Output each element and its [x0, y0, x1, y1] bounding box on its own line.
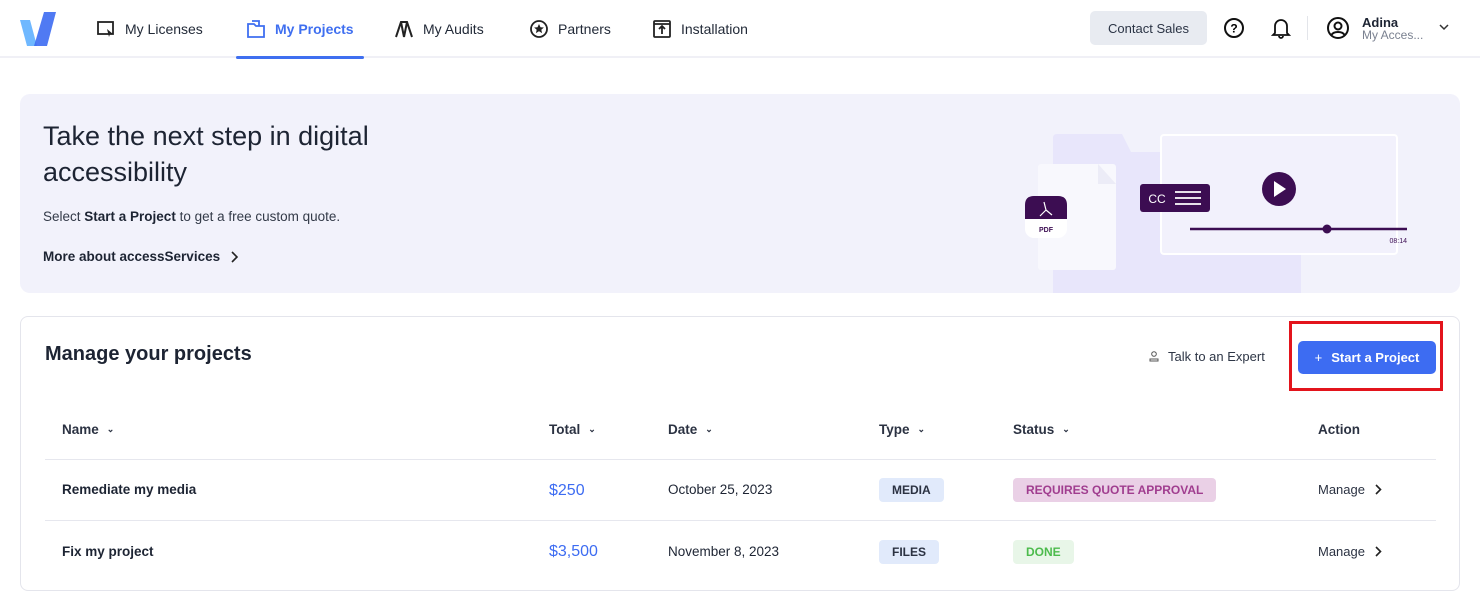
plus-icon: +	[1314, 350, 1323, 365]
divider	[45, 520, 1436, 521]
project-total: $3,500	[549, 543, 598, 560]
column-header-name[interactable]: Name ⌄	[62, 422, 114, 437]
projects-icon	[247, 20, 265, 38]
column-header-status[interactable]: Status ⌄	[1013, 422, 1070, 437]
banner-subtitle: Select Start a Project to get a free cus…	[43, 209, 340, 224]
license-icon	[97, 21, 114, 37]
section-title: Manage your projects	[45, 343, 252, 365]
cc-label: CC	[1148, 192, 1166, 206]
start-label: Start a Project	[1331, 350, 1420, 365]
banner-title: Take the next step in digital accessibil…	[43, 121, 369, 187]
start-project-button[interactable]: + Start a Project	[1298, 341, 1436, 374]
text-bold: Start a Project	[84, 209, 176, 224]
accessibility-illustration: PDF CC 08:14	[1025, 134, 1407, 293]
chevron-down-icon: ⌄	[705, 424, 713, 434]
column-header-action: Action	[1318, 422, 1360, 437]
user-avatar-icon[interactable]	[1326, 16, 1350, 40]
header-label: Type	[879, 422, 910, 437]
chevron-right-icon	[1375, 484, 1382, 495]
highlight-box	[1289, 321, 1443, 391]
project-name: Fix my project	[62, 544, 154, 559]
project-total: $250	[549, 482, 585, 499]
nav-label: My Projects	[275, 21, 354, 37]
user-name[interactable]: Adina	[1362, 15, 1399, 30]
talk-label: Talk to an Expert	[1168, 349, 1265, 364]
chevron-down-icon: ⌄	[917, 424, 926, 434]
projects-card: Manage your projects Talk to an Expert +…	[20, 316, 1460, 591]
chevron-down-icon[interactable]	[1439, 24, 1449, 31]
contact-sales-button[interactable]: Contact Sales	[1090, 11, 1207, 45]
header-label: Action	[1318, 422, 1360, 437]
chevron-right-icon	[231, 250, 239, 263]
manage-label: Manage	[1318, 544, 1365, 559]
nav-my-audits[interactable]: My Audits	[394, 0, 484, 58]
chevron-down-icon: ⌄	[1062, 424, 1070, 434]
pdf-label: PDF	[1039, 227, 1054, 234]
manage-label: Manage	[1318, 482, 1365, 497]
header-label: Status	[1013, 422, 1055, 437]
chevron-down-icon: ⌄	[106, 424, 115, 434]
divider	[45, 459, 1436, 460]
chevron-right-icon	[1375, 546, 1382, 557]
svg-text:?: ?	[1230, 22, 1237, 36]
nav-label: Installation	[681, 21, 748, 37]
text: Select	[43, 209, 85, 224]
nav-label: Partners	[558, 21, 611, 37]
type-badge: MEDIA	[879, 478, 944, 502]
header-label: Total	[549, 422, 581, 437]
manage-button[interactable]: Manage	[1318, 482, 1382, 497]
talk-to-expert-button[interactable]: Talk to an Expert	[1149, 349, 1265, 364]
nav-my-projects[interactable]: My Projects	[236, 0, 364, 59]
nav-label: My Audits	[423, 21, 484, 37]
help-icon[interactable]: ?	[1223, 17, 1245, 39]
nav-partners[interactable]: Partners	[529, 0, 611, 58]
star-icon	[530, 20, 548, 38]
status-badge: DONE	[1013, 540, 1074, 564]
nav-my-licenses[interactable]: My Licenses	[96, 0, 203, 58]
audits-icon	[395, 21, 413, 38]
column-header-total[interactable]: Total ⌄	[549, 422, 596, 437]
user-account[interactable]: My Acces...	[1362, 28, 1424, 42]
type-badge: FILES	[879, 540, 940, 564]
header-label: Name	[62, 422, 99, 437]
divider	[1307, 16, 1308, 40]
top-nav: My Licenses My Projects My Audits Partne…	[0, 0, 1480, 59]
project-name: Remediate my media	[62, 482, 197, 497]
person-icon	[1149, 351, 1159, 362]
project-date: October 25, 2023	[668, 482, 773, 497]
logo-icon[interactable]	[20, 12, 58, 46]
installation-icon	[653, 20, 671, 38]
video-time: 08:14	[1389, 238, 1407, 245]
nav-label: My Licenses	[125, 21, 203, 37]
column-header-date[interactable]: Date ⌄	[668, 422, 713, 437]
link-label: More about accessServices	[43, 249, 221, 264]
bell-icon[interactable]	[1271, 17, 1291, 39]
more-about-link[interactable]: More about accessServices	[43, 249, 239, 264]
chevron-down-icon: ⌄	[588, 424, 596, 434]
nav-installation[interactable]: Installation	[652, 0, 748, 58]
text: to get a free custom quote.	[175, 209, 341, 224]
project-date: November 8, 2023	[668, 544, 780, 559]
header-label: Date	[668, 422, 698, 437]
status-badge: REQUIRES QUOTE APPROVAL	[1013, 478, 1217, 502]
manage-button[interactable]: Manage	[1318, 544, 1382, 559]
promo-banner: Take the next step in digital accessibil…	[20, 94, 1460, 293]
column-header-type[interactable]: Type ⌄	[879, 422, 925, 437]
